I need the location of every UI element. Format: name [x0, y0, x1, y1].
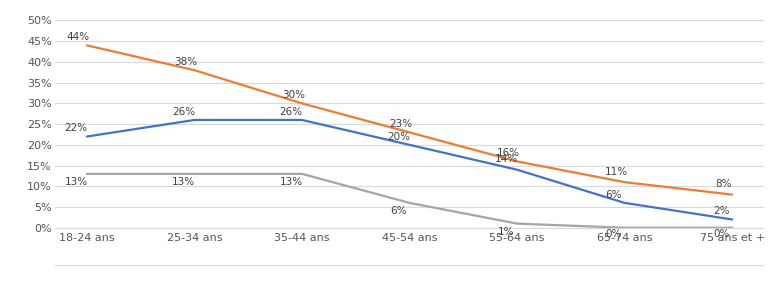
Stupéfiant [728, 226, 737, 230]
Stupéfiant [190, 172, 199, 175]
Text: 44%: 44% [67, 32, 90, 42]
Vitesse [405, 131, 414, 134]
Line: Vitesse: Vitesse [87, 45, 732, 194]
Alcool [405, 143, 414, 147]
Line: Alcool: Alcool [87, 120, 732, 220]
Text: 6%: 6% [391, 206, 407, 216]
Stupéfiant [620, 226, 629, 230]
Text: 6%: 6% [605, 190, 622, 200]
Text: 14%: 14% [495, 154, 518, 164]
Alcool [82, 135, 91, 138]
Stupéfiant [297, 172, 307, 175]
Text: 23%: 23% [389, 119, 413, 129]
Text: 20%: 20% [387, 131, 410, 142]
Text: 8%: 8% [715, 179, 732, 189]
Alcool [728, 218, 737, 221]
Stupéfiant [512, 222, 522, 225]
Stupéfiant [82, 172, 91, 175]
Vitesse [82, 44, 91, 47]
Text: 30%: 30% [282, 90, 305, 100]
Text: 22%: 22% [65, 123, 87, 133]
Text: 13%: 13% [65, 177, 87, 187]
Vitesse [620, 180, 629, 184]
Vitesse [512, 160, 522, 163]
Text: 11%: 11% [604, 167, 628, 177]
Text: 38%: 38% [174, 57, 197, 67]
Vitesse [297, 102, 307, 105]
Text: 26%: 26% [280, 107, 303, 117]
Alcool [190, 118, 199, 122]
Stupéfiant [405, 201, 414, 205]
Line: Stupéfiant: Stupéfiant [87, 174, 732, 228]
Text: 0%: 0% [713, 229, 729, 239]
Text: 16%: 16% [497, 148, 520, 158]
Vitesse [728, 193, 737, 196]
Text: 2%: 2% [713, 206, 729, 216]
Alcool [620, 201, 629, 205]
Alcool [297, 118, 307, 122]
Text: 13%: 13% [172, 177, 195, 187]
Alcool [512, 168, 522, 171]
Vitesse [190, 68, 199, 72]
Text: 13%: 13% [280, 177, 303, 187]
Text: 0%: 0% [605, 229, 622, 239]
Text: 26%: 26% [172, 107, 195, 117]
Text: 1%: 1% [498, 227, 515, 237]
